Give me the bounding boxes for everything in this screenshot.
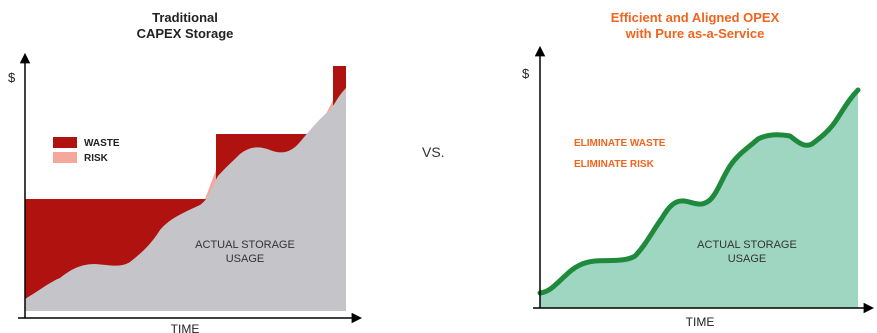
callout-eliminate-risk: ELIMINATE RISK [574, 159, 655, 170]
legend-waste-swatch [53, 137, 77, 148]
right-title-line1: Efficient and Aligned OPEX [610, 10, 780, 25]
right-usage-label-line1: ACTUAL STORAGE [697, 239, 797, 251]
left-chart-title: Traditional CAPEX Storage [110, 10, 260, 42]
legend-risk-swatch [53, 152, 77, 163]
legend-risk-label: RISK [84, 153, 109, 164]
legend-waste-label: WASTE [84, 138, 120, 149]
vs-label: VS. [422, 144, 445, 160]
legend: WASTE RISK [53, 137, 120, 164]
callout-eliminate-waste: ELIMINATE WASTE [574, 138, 666, 149]
left-x-axis-label: TIME [171, 322, 200, 333]
left-title-line1: Traditional [152, 10, 218, 25]
actual-usage-area [540, 90, 858, 308]
left-usage-label-line2: USAGE [226, 253, 265, 265]
right-chart-title: Efficient and Aligned OPEX with Pure as-… [595, 10, 795, 42]
left-chart: WASTE RISK ACTUAL STORAGE USAGE $ TIME [8, 52, 363, 333]
right-x-axis-label: TIME [686, 315, 715, 329]
right-title-line2: with Pure as-a-Service [625, 26, 765, 41]
right-chart: ELIMINATE WASTE ELIMINATE RISK ACTUAL ST… [522, 45, 875, 329]
right-y-axis-label: $ [522, 66, 530, 81]
actual-usage-area [25, 88, 346, 311]
right-usage-label-line2: USAGE [728, 253, 767, 265]
left-y-axis-label: $ [8, 70, 16, 85]
left-title-line2: CAPEX Storage [136, 26, 234, 41]
left-usage-label-line1: ACTUAL STORAGE [195, 239, 295, 251]
usage-line [537, 87, 861, 296]
